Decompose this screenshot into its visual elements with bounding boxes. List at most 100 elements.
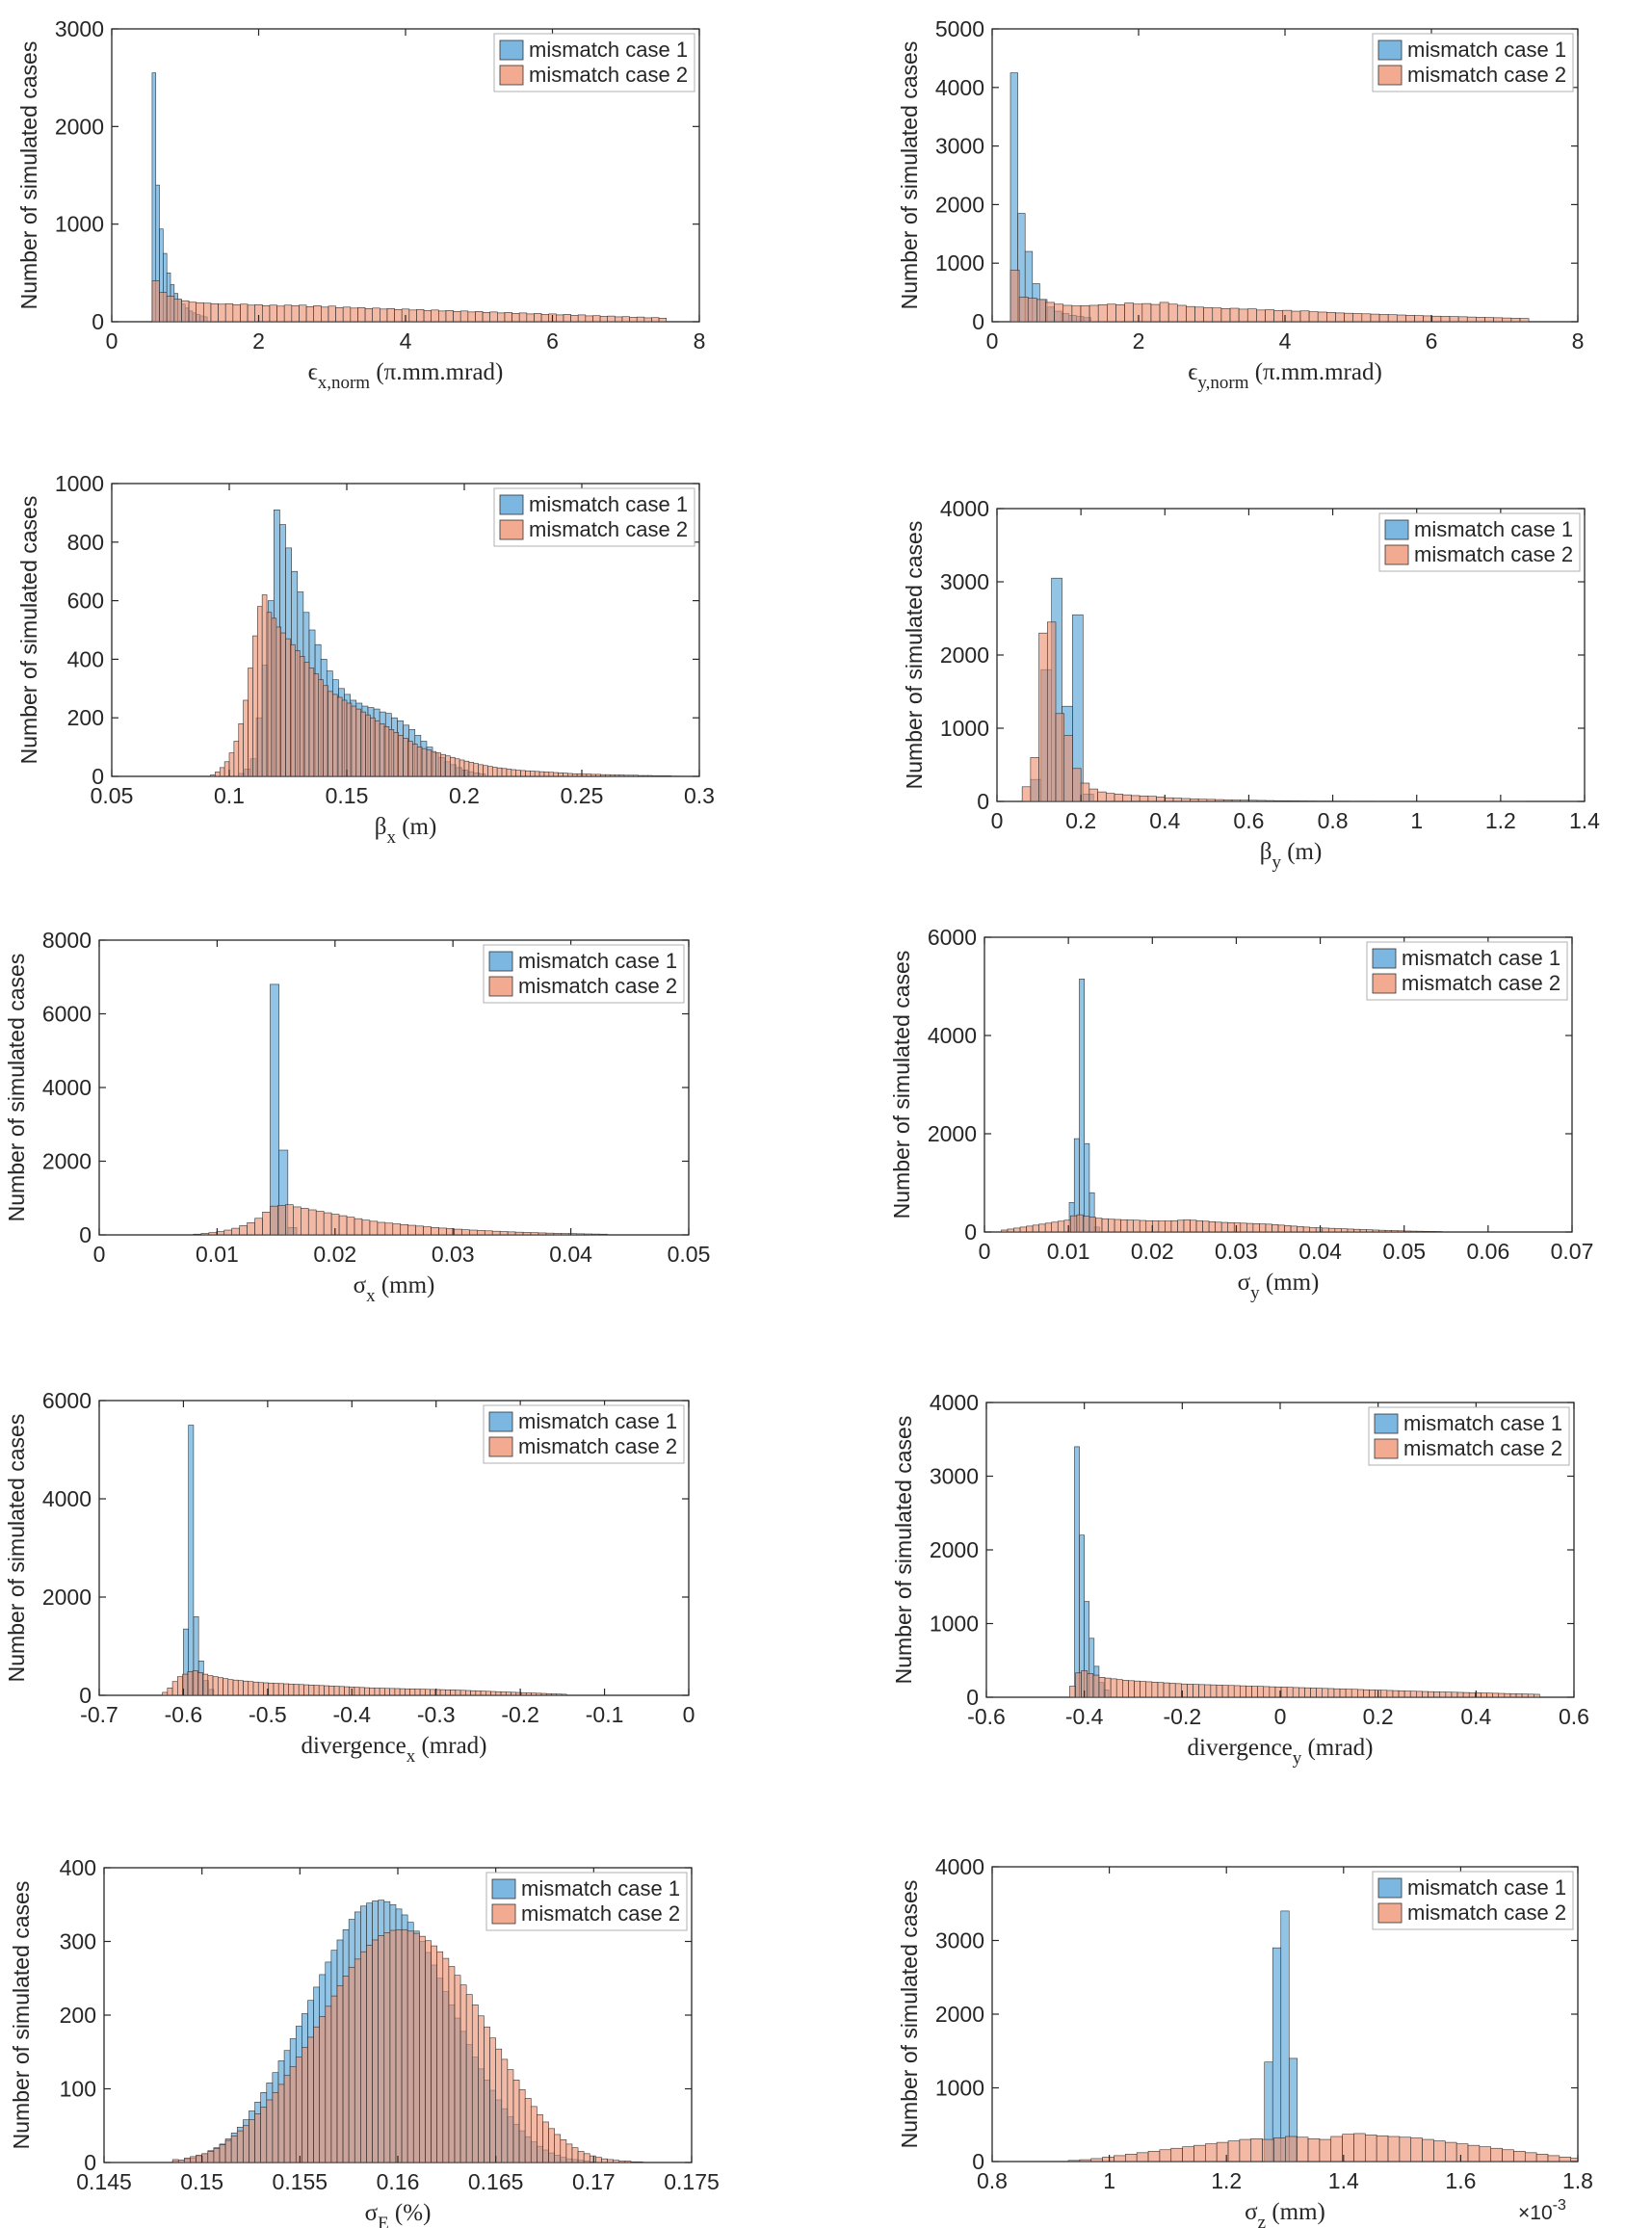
histogram-bar bbox=[504, 312, 512, 323]
histogram-bar bbox=[266, 612, 273, 777]
x-tick-label: -0.2 bbox=[501, 1702, 539, 1727]
histogram-bar bbox=[285, 1204, 294, 1236]
histogram-bar bbox=[271, 617, 277, 777]
histogram-bar bbox=[1151, 1682, 1159, 1698]
histogram-bar bbox=[1372, 1229, 1379, 1233]
histogram-bar bbox=[270, 1205, 278, 1236]
x-tick-label: 0.03 bbox=[1215, 1239, 1258, 1264]
histogram-bar bbox=[203, 302, 212, 323]
x-label-subscript: y bbox=[1293, 1748, 1302, 1769]
y-tick-label: 0 bbox=[84, 2150, 96, 2175]
histogram-bar bbox=[1370, 313, 1380, 323]
legend-box bbox=[483, 944, 685, 1004]
histogram-bar bbox=[313, 673, 320, 777]
histogram-bar bbox=[1534, 1693, 1540, 1698]
histogram-bar bbox=[609, 774, 616, 777]
histogram-bar bbox=[336, 1985, 344, 2163]
histogram-bar bbox=[1210, 1684, 1218, 1698]
x-label-main: ϵ bbox=[1188, 359, 1197, 385]
x-label-main: σ bbox=[1238, 1270, 1251, 1296]
x-tick-label: 6 bbox=[546, 328, 559, 354]
x-tick-label: 0.03 bbox=[432, 1242, 475, 1267]
histogram-bar bbox=[495, 2048, 503, 2163]
x-label-unit: (mrad) bbox=[415, 1733, 486, 1759]
histogram-bar bbox=[252, 635, 258, 777]
histogram-bar bbox=[450, 1690, 457, 1696]
histogram-bar bbox=[1027, 298, 1037, 323]
series-2 bbox=[1069, 1670, 1540, 1698]
x-tick-label: 0 bbox=[106, 328, 118, 354]
histogram-bar bbox=[1291, 310, 1301, 323]
histogram-bar bbox=[1186, 305, 1195, 323]
histogram-bar bbox=[190, 2156, 197, 2163]
histogram-bar bbox=[585, 315, 593, 323]
histogram-bar bbox=[1409, 1691, 1417, 1698]
y-tick-label: 800 bbox=[67, 530, 104, 555]
x-tick-label: 0 bbox=[683, 1702, 695, 1727]
x-label-subscript: y bbox=[1272, 852, 1281, 873]
histogram-bar bbox=[338, 1215, 348, 1236]
histogram-bar bbox=[1445, 1691, 1453, 1698]
histogram-bar bbox=[1309, 1227, 1317, 1233]
y-tick-label: 600 bbox=[67, 589, 104, 614]
histogram-bar bbox=[1380, 1690, 1388, 1698]
x-tick-label: 0 bbox=[979, 1239, 991, 1264]
histogram-bar bbox=[196, 2155, 202, 2163]
legend-box bbox=[1372, 33, 1574, 92]
histogram-bar bbox=[469, 1229, 478, 1236]
y-axis-label: Number of simulated cases bbox=[902, 521, 927, 790]
histogram-bar bbox=[1240, 1222, 1247, 1233]
histogram-bar bbox=[207, 1675, 214, 1696]
histogram-bar bbox=[289, 2066, 297, 2163]
histogram-bar bbox=[171, 1681, 178, 1696]
legend-label-case-1: mismatch case 1 bbox=[518, 949, 677, 973]
x-label-main: β bbox=[1260, 839, 1272, 865]
histogram-bar bbox=[461, 1229, 470, 1236]
legend-label-case-2: mismatch case 2 bbox=[1407, 1900, 1566, 1925]
histogram-bar bbox=[247, 1222, 255, 1236]
histogram-bar bbox=[545, 1232, 555, 1236]
histogram-bar bbox=[1409, 1230, 1418, 1233]
legend-label-case-2: mismatch case 2 bbox=[529, 517, 688, 541]
histogram-bar bbox=[364, 308, 373, 323]
histogram-bar bbox=[273, 1683, 279, 1696]
histogram-bar bbox=[354, 1218, 363, 1236]
histogram-bar bbox=[243, 699, 249, 777]
histogram-bar bbox=[506, 769, 512, 777]
histogram-bar bbox=[323, 685, 328, 777]
histogram-bar bbox=[1145, 1681, 1153, 1698]
histogram-bar bbox=[1273, 310, 1284, 323]
x-tick-label: 2 bbox=[1133, 328, 1145, 354]
histogram-bar bbox=[1036, 299, 1046, 323]
histogram-bar bbox=[638, 774, 643, 777]
histogram-bar bbox=[1378, 314, 1389, 323]
histogram-bar bbox=[407, 741, 413, 777]
histogram-bar bbox=[607, 2159, 614, 2163]
y-tick-label: 3000 bbox=[940, 569, 989, 594]
y-tick-label: 3000 bbox=[930, 1464, 979, 1489]
legend-box bbox=[1366, 941, 1568, 1001]
histogram-bar bbox=[260, 2107, 268, 2163]
x-label-unit: (π.mm.mrad) bbox=[370, 359, 503, 385]
histogram-bar bbox=[1347, 1228, 1354, 1233]
histogram-bar bbox=[1165, 1220, 1172, 1233]
histogram-bar bbox=[1019, 1226, 1027, 1233]
histogram-bar bbox=[1110, 1678, 1117, 1698]
histogram-bar bbox=[1114, 2155, 1126, 2162]
histogram-bar bbox=[1204, 1684, 1212, 1698]
histogram-bar bbox=[188, 1425, 195, 1696]
histogram-bar bbox=[1307, 2137, 1321, 2162]
histogram-bar bbox=[1359, 1229, 1367, 1233]
histogram-bar bbox=[425, 1940, 432, 2163]
histogram-bar bbox=[299, 304, 307, 323]
histogram-bar bbox=[1384, 1230, 1392, 1233]
histogram-bar bbox=[1174, 1683, 1182, 1698]
histogram-bar bbox=[1256, 799, 1267, 802]
legend-label-case-2: mismatch case 2 bbox=[521, 1901, 680, 1926]
histogram-bar bbox=[1422, 1691, 1429, 1698]
histogram-bar bbox=[1126, 1219, 1134, 1233]
legend-label-case-2: mismatch case 2 bbox=[1407, 63, 1566, 87]
